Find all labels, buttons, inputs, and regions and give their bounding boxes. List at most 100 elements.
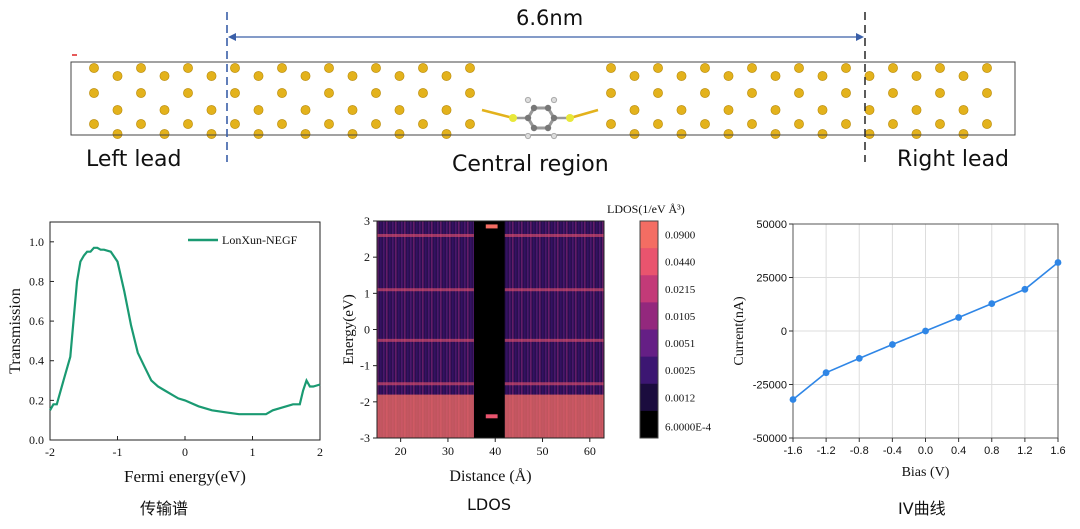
gold-atom <box>277 119 287 129</box>
iv-data-point <box>889 341 896 348</box>
hydrogen-atom <box>524 132 532 140</box>
heatmap-stripe <box>554 221 556 438</box>
gold-atom <box>723 129 734 139</box>
x-tick-label: -1 <box>113 445 123 459</box>
carbon-atom <box>530 104 538 112</box>
gold-atom <box>418 88 428 98</box>
heatmap-line <box>504 382 604 386</box>
gold-atom <box>606 63 616 73</box>
heatmap-stripe <box>434 221 436 438</box>
heatmap-stripe <box>548 221 550 438</box>
heatmap-stripe <box>464 221 466 438</box>
heatmap-stripe <box>599 221 601 438</box>
gold-atom <box>465 63 475 73</box>
gold-atom <box>700 63 710 73</box>
heatmap-stripe <box>449 221 451 438</box>
gold-atom <box>324 119 334 129</box>
heatmap-stripe <box>551 221 553 438</box>
heatmap-line <box>377 382 474 386</box>
benzene-dithiol-molecule <box>481 96 599 140</box>
gold-atom <box>676 105 687 115</box>
x-tick-label: 1.6 <box>1050 445 1065 457</box>
heatmap-stripe <box>470 221 472 438</box>
bond <box>569 108 599 120</box>
heatmap-stripe <box>509 221 511 438</box>
x-axis-label: Distance (Å) <box>449 467 531 485</box>
device-box <box>70 61 1016 136</box>
heatmap-stripe <box>443 221 445 438</box>
heatmap-stripe <box>380 221 382 438</box>
gold-atom <box>89 88 99 98</box>
gold-atom <box>277 88 287 98</box>
legend-label: LonXun-NEGF <box>222 233 298 247</box>
y-tick-label: 0.6 <box>29 314 44 328</box>
ldos-caption: LDOS <box>467 495 511 514</box>
colorbar-label: 0.0900 <box>665 230 696 242</box>
gold-atom <box>253 129 264 139</box>
gold-atom <box>183 88 193 98</box>
gold-atom <box>206 105 217 115</box>
x-tick-label: 60 <box>584 444 596 458</box>
colorbar-label: 0.0440 <box>665 257 696 269</box>
gold-atom <box>371 88 381 98</box>
heatmap-stripe <box>389 221 391 438</box>
gold-atom <box>230 63 240 73</box>
heatmap-line <box>377 233 474 237</box>
gold-atom <box>770 105 781 115</box>
hydrogen-atom <box>524 96 532 104</box>
heatmap-stripe <box>542 221 544 438</box>
colorbar-segment <box>640 383 658 412</box>
gold-atom <box>394 105 405 115</box>
gold-atom <box>394 129 405 139</box>
heatmap-stripe <box>407 221 409 438</box>
heatmap-stripe <box>425 221 427 438</box>
colorbar-title: LDOS(1/eV Å³) <box>607 202 685 216</box>
heatmap-stripe <box>566 221 568 438</box>
gold-atom <box>982 119 992 129</box>
gold-atom <box>864 71 875 81</box>
gold-atom <box>676 71 687 81</box>
colorbar-label: 0.0012 <box>665 392 695 404</box>
y-tick-label: 25000 <box>756 273 787 285</box>
y-tick-label: 0.2 <box>29 393 44 407</box>
gold-atom <box>324 63 334 73</box>
gold-atom <box>136 119 146 129</box>
transmission-chart: -2 -1 0 1 2 0.0 0.2 0.4 0.6 0.8 1.0 Fermi energy(eV… <box>7 221 323 486</box>
x-tick-label: 30 <box>442 444 454 458</box>
gold-atom <box>958 105 969 115</box>
gold-atom <box>841 119 851 129</box>
iv-data-point <box>822 369 830 377</box>
gold-atom <box>277 63 287 73</box>
heatmap-stripe <box>473 221 475 438</box>
x-tick-label: 2 <box>317 445 323 459</box>
heatmap-line <box>377 288 474 292</box>
gold-atom <box>89 63 99 73</box>
heatmap-stripe <box>455 221 457 438</box>
x-tick-label: 1.2 <box>1017 445 1032 457</box>
gold-atom <box>747 88 757 98</box>
colorbar-label: 0.0215 <box>665 284 696 296</box>
heatmap-stripe <box>515 221 517 438</box>
gold-atom <box>441 71 452 81</box>
x-tick-label: 0 <box>182 445 188 459</box>
iv-data-point <box>1054 259 1062 266</box>
carbon-atom <box>544 124 552 132</box>
transmission-caption: 传输谱 <box>140 499 189 518</box>
heatmap-stripe <box>377 221 379 438</box>
heatmap-stripe <box>584 221 586 438</box>
colorbar-label: 0.0025 <box>665 365 696 377</box>
y-tick-label: -3 <box>360 431 370 445</box>
heatmap-stripe <box>590 221 592 438</box>
gold-atom <box>723 71 734 81</box>
colorbar-label: 6.0000E-4 <box>665 421 712 433</box>
heatmap-stripe <box>506 221 508 438</box>
heatmap-stripe <box>422 221 424 438</box>
x-tick-label: -0.4 <box>883 445 902 457</box>
gold-atom <box>794 63 804 73</box>
gold-atom <box>888 88 898 98</box>
iv-data-point <box>955 314 962 321</box>
heatmap-stripe <box>575 221 577 438</box>
iv-caption: IV曲线 <box>898 499 946 518</box>
x-tick-label: 0.0 <box>918 445 933 457</box>
